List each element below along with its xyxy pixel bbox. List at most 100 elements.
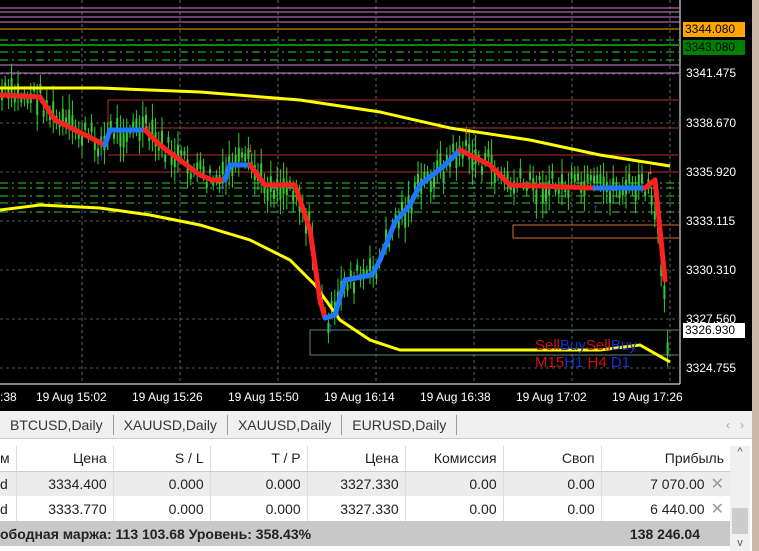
- sell-trend-segment: [507, 182, 598, 191]
- candle-body: [353, 282, 355, 294]
- cell: 0.000: [113, 471, 211, 496]
- candle-body: [628, 173, 631, 184]
- candle-body: [273, 189, 275, 199]
- tab-btcusd[interactable]: BTCUSD,Daily: [0, 414, 114, 435]
- candle-body: [135, 118, 138, 128]
- scroll-down-icon[interactable]: v: [737, 537, 743, 549]
- cell: 3334.400: [16, 471, 114, 496]
- tf-m15: M15: [535, 354, 565, 371]
- candle-body: [145, 115, 147, 124]
- col-header[interactable]: Комиссия: [405, 446, 504, 472]
- candle-body: [327, 322, 330, 334]
- cell: 0.000: [210, 496, 308, 521]
- scroll-thumb[interactable]: [732, 508, 748, 534]
- col-header[interactable]: S / L: [113, 446, 211, 472]
- sell-trend-segment: [0, 92, 43, 100]
- candle-body: [279, 184, 282, 200]
- sell-trend-segment: [72, 127, 98, 143]
- col-header[interactable]: Цена: [307, 446, 406, 472]
- close-position-icon[interactable]: ✕: [710, 475, 724, 493]
- buy-trend-segment: [377, 219, 398, 263]
- upper-envelope-line: [0, 86, 671, 168]
- candle-body: [493, 171, 496, 184]
- sell-arrow-icon: ↓: [463, 121, 470, 137]
- candle-body: [247, 148, 250, 160]
- chart-canvas: ↑ ↑ ↑ ↑ ↓ ↓ ↓ ↓: [0, 0, 681, 385]
- candle-body: [285, 181, 288, 196]
- col-header[interactable]: Прибыль: [601, 446, 730, 472]
- cell: 3327.330: [307, 496, 406, 521]
- candle-body: [122, 133, 125, 148]
- price-tag-green: 3343.080: [683, 40, 745, 55]
- tab-xauusd[interactable]: XAUUSD,Daily: [114, 414, 228, 435]
- candle-body: [471, 154, 474, 170]
- candle-body: [244, 153, 247, 162]
- tab-scroll-arrows[interactable]: ‹ ›: [726, 417, 744, 432]
- tab-xauusd-2[interactable]: XAUUSD,Daily: [228, 414, 343, 435]
- sell-trend-segment: [292, 182, 313, 233]
- candle-body: [484, 153, 487, 161]
- price-label: 3330.310: [686, 263, 737, 277]
- trade-terminal: м Цена S / L T / P Цена Комиссия Своп Пр…: [0, 439, 752, 551]
- candle-body: [385, 229, 387, 243]
- candle-body: [97, 148, 99, 157]
- cell: 0.000: [210, 471, 308, 496]
- table-row[interactable]: d 3333.770 0.000 0.000 3327.330 0.00 0.0…: [0, 496, 730, 521]
- candle-body: [93, 138, 96, 151]
- buy-arrow-icon: ↑: [327, 319, 334, 335]
- candle-body: [487, 149, 490, 158]
- candle-body: [529, 171, 531, 180]
- candle-body: [404, 212, 407, 228]
- tab-eurusd[interactable]: EURUSD,Daily: [342, 414, 458, 435]
- sell-trend-segment: [37, 94, 58, 123]
- col-header[interactable]: Цена: [16, 446, 114, 472]
- signal-h4: Sell: [585, 337, 611, 354]
- candle-body: [199, 160, 202, 169]
- sell-trend-segment: [247, 162, 268, 188]
- candle-body: [535, 189, 538, 205]
- candle-body: [205, 181, 208, 188]
- candle-body: [490, 155, 493, 171]
- sell-arrow-icon: ↓: [247, 139, 254, 155]
- price-label: 3327.560: [686, 312, 737, 326]
- col-header[interactable]: м: [0, 446, 17, 472]
- col-header[interactable]: Своп: [503, 446, 602, 472]
- price-chart[interactable]: ↑ ↑ ↑ ↑ ↓ ↓ ↓ ↓ 3341.475 3338.670 3335.920 3333…: [0, 0, 752, 411]
- sell-trend-segment: [142, 127, 163, 148]
- candle-body: [375, 273, 378, 279]
- table-row[interactable]: d 3334.400 0.000 0.000 3327.330 0.00 0.0…: [0, 471, 730, 496]
- sell-trend-segment: [52, 117, 78, 133]
- sell-trend-segment: [467, 152, 493, 168]
- total-profit: 138 246.04: [503, 521, 730, 546]
- cell: 0.00: [503, 471, 602, 496]
- candle-body: [551, 171, 554, 179]
- candle-body: [439, 153, 442, 167]
- zone-line: [107, 99, 680, 150]
- buy-trend-segment: [369, 257, 383, 278]
- zone-line: [512, 224, 680, 238]
- candle-body: [618, 191, 621, 199]
- sell-arrow-icon: ↓: [647, 161, 654, 177]
- cell: 3327.330: [307, 471, 406, 496]
- vertical-scrollbar[interactable]: ^ v: [730, 446, 750, 551]
- close-position-icon[interactable]: ✕: [710, 500, 724, 518]
- col-header[interactable]: T / P: [210, 446, 308, 472]
- candle-body: [266, 188, 269, 201]
- candle-body: [71, 115, 74, 130]
- candle-body: [445, 155, 448, 164]
- tf-d1: D1: [610, 354, 631, 371]
- candle-body: [132, 121, 135, 130]
- price-label: 3335.920: [686, 165, 737, 179]
- candle-body: [589, 174, 592, 181]
- candle-body: [81, 133, 83, 146]
- candle-body: [637, 174, 640, 188]
- time-label: :38: [0, 390, 17, 404]
- candle-body: [465, 140, 467, 146]
- candle-body: [660, 265, 663, 276]
- table-header: м Цена S / L T / P Цена Комиссия Своп Пр…: [0, 446, 730, 472]
- signal-h1: Buy: [560, 337, 586, 354]
- candle-body: [141, 116, 144, 133]
- scroll-up-icon[interactable]: ^: [737, 446, 743, 458]
- candle-body: [612, 178, 615, 192]
- profit-cell: 7 070.00: [650, 475, 705, 492]
